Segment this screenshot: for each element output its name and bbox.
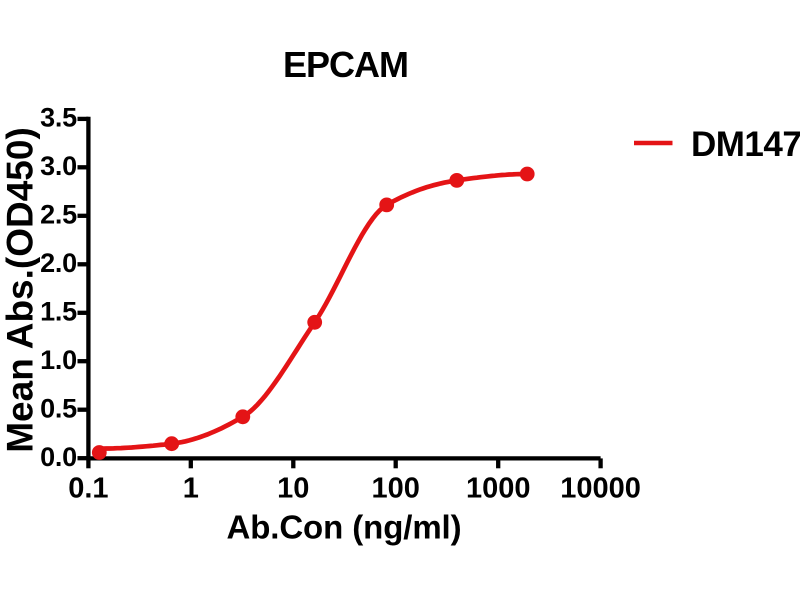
svg-text:10: 10: [277, 473, 309, 505]
svg-text:3.5: 3.5: [40, 103, 77, 133]
svg-text:1.5: 1.5: [40, 297, 77, 327]
svg-text:2.5: 2.5: [40, 200, 77, 230]
svg-text:DM147: DM147: [691, 125, 800, 164]
svg-text:Ab.Con (ng/ml): Ab.Con (ng/ml): [226, 509, 461, 546]
svg-text:100: 100: [372, 473, 420, 505]
svg-text:EPCAM: EPCAM: [283, 44, 408, 85]
svg-text:1: 1: [183, 473, 199, 505]
svg-text:1000: 1000: [466, 473, 531, 505]
svg-text:3.0: 3.0: [40, 151, 77, 181]
svg-text:1.0: 1.0: [40, 345, 77, 375]
svg-text:10000: 10000: [560, 473, 641, 505]
svg-text:0.5: 0.5: [40, 393, 77, 423]
svg-text:2.0: 2.0: [40, 248, 77, 278]
svg-text:Mean Abs.(OD450): Mean Abs.(OD450): [0, 127, 41, 453]
svg-text:0.1: 0.1: [68, 473, 108, 505]
svg-text:0.0: 0.0: [40, 442, 77, 472]
